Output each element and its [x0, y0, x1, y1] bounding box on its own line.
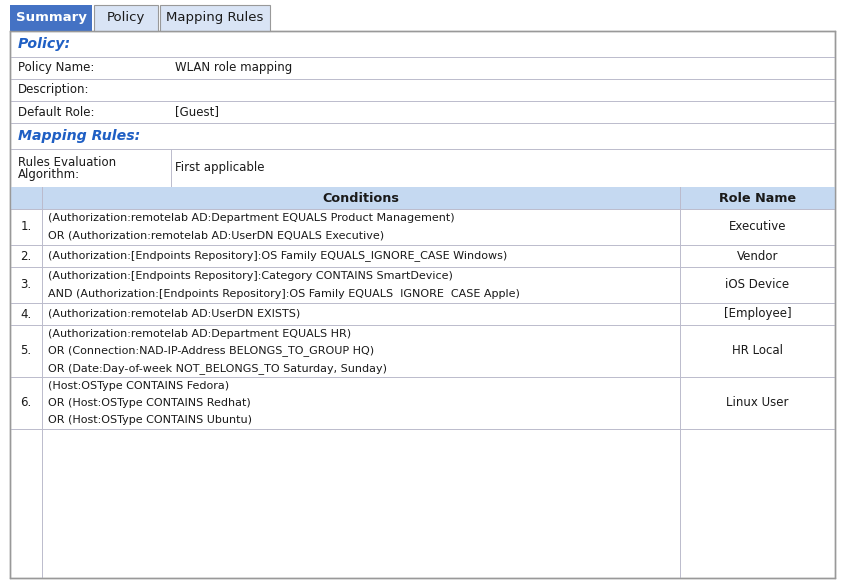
Text: OR (Connection:NAD-IP-Address BELONGS_TO_GROUP HQ): OR (Connection:NAD-IP-Address BELONGS_TO…	[48, 346, 374, 356]
Text: [Guest]: [Guest]	[175, 105, 219, 119]
Text: Default Role:: Default Role:	[18, 105, 95, 119]
Text: 6.: 6.	[20, 396, 31, 409]
Text: Mapping Rules: Mapping Rules	[166, 12, 263, 25]
Text: Policy: Policy	[106, 12, 145, 25]
Text: OR (Date:Day-of-week NOT_BELONGS_TO Saturday, Sunday): OR (Date:Day-of-week NOT_BELONGS_TO Satu…	[48, 363, 387, 374]
Text: iOS Device: iOS Device	[725, 279, 788, 292]
Text: (Authorization:[Endpoints Repository]:OS Family EQUALS_IGNORE_CASE Windows): (Authorization:[Endpoints Repository]:OS…	[48, 250, 506, 262]
Text: Policy:: Policy:	[18, 37, 71, 51]
Text: (Authorization:[Endpoints Repository]:Category CONTAINS SmartDevice): (Authorization:[Endpoints Repository]:Ca…	[48, 271, 452, 281]
Text: 1.: 1.	[20, 220, 31, 233]
Text: 3.: 3.	[20, 279, 31, 292]
Text: AND (Authorization:[Endpoints Repository]:OS Family EQUALS  IGNORE  CASE Apple): AND (Authorization:[Endpoints Repository…	[48, 289, 519, 299]
Text: 2.: 2.	[20, 249, 31, 262]
Text: OR (Host:OSType CONTAINS Redhat): OR (Host:OSType CONTAINS Redhat)	[48, 398, 251, 408]
Text: (Authorization:remotelab AD:Department EQUALS HR): (Authorization:remotelab AD:Department E…	[48, 329, 351, 339]
Text: (Authorization:remotelab AD:UserDN EXISTS): (Authorization:remotelab AD:UserDN EXIST…	[48, 309, 300, 319]
Text: 4.: 4.	[20, 308, 31, 320]
Bar	[10, 187, 834, 209]
Text: Rules Evaluation: Rules Evaluation	[18, 156, 116, 169]
Text: First applicable: First applicable	[175, 162, 264, 175]
Text: Description:: Description:	[18, 83, 89, 96]
Text: Executive: Executive	[728, 220, 785, 233]
Text: HR Local: HR Local	[731, 345, 782, 358]
Text: Linux User: Linux User	[725, 396, 787, 409]
Text: Role Name: Role Name	[718, 192, 795, 205]
Bar	[94, 5, 158, 31]
Bar	[160, 5, 270, 31]
Text: Conditions: Conditions	[322, 192, 399, 205]
Text: Summary: Summary	[15, 12, 86, 25]
Text: WLAN role mapping: WLAN role mapping	[175, 62, 292, 75]
Text: (Host:OSType CONTAINS Fedora): (Host:OSType CONTAINS Fedora)	[48, 380, 229, 390]
Bar	[10, 5, 92, 31]
Text: OR (Authorization:remotelab AD:UserDN EQUALS Executive): OR (Authorization:remotelab AD:UserDN EQ…	[48, 231, 384, 241]
Text: Vendor: Vendor	[736, 249, 777, 262]
Text: Mapping Rules:: Mapping Rules:	[18, 129, 140, 143]
Text: Algorithm:: Algorithm:	[18, 168, 80, 181]
Text: OR (Host:OSType CONTAINS Ubuntu): OR (Host:OSType CONTAINS Ubuntu)	[48, 415, 252, 425]
Text: Policy Name:: Policy Name:	[18, 62, 95, 75]
Text: (Authorization:remotelab AD:Department EQUALS Product Management): (Authorization:remotelab AD:Department E…	[48, 213, 454, 223]
Text: 5.: 5.	[20, 345, 31, 358]
Text: [Employee]: [Employee]	[722, 308, 790, 320]
